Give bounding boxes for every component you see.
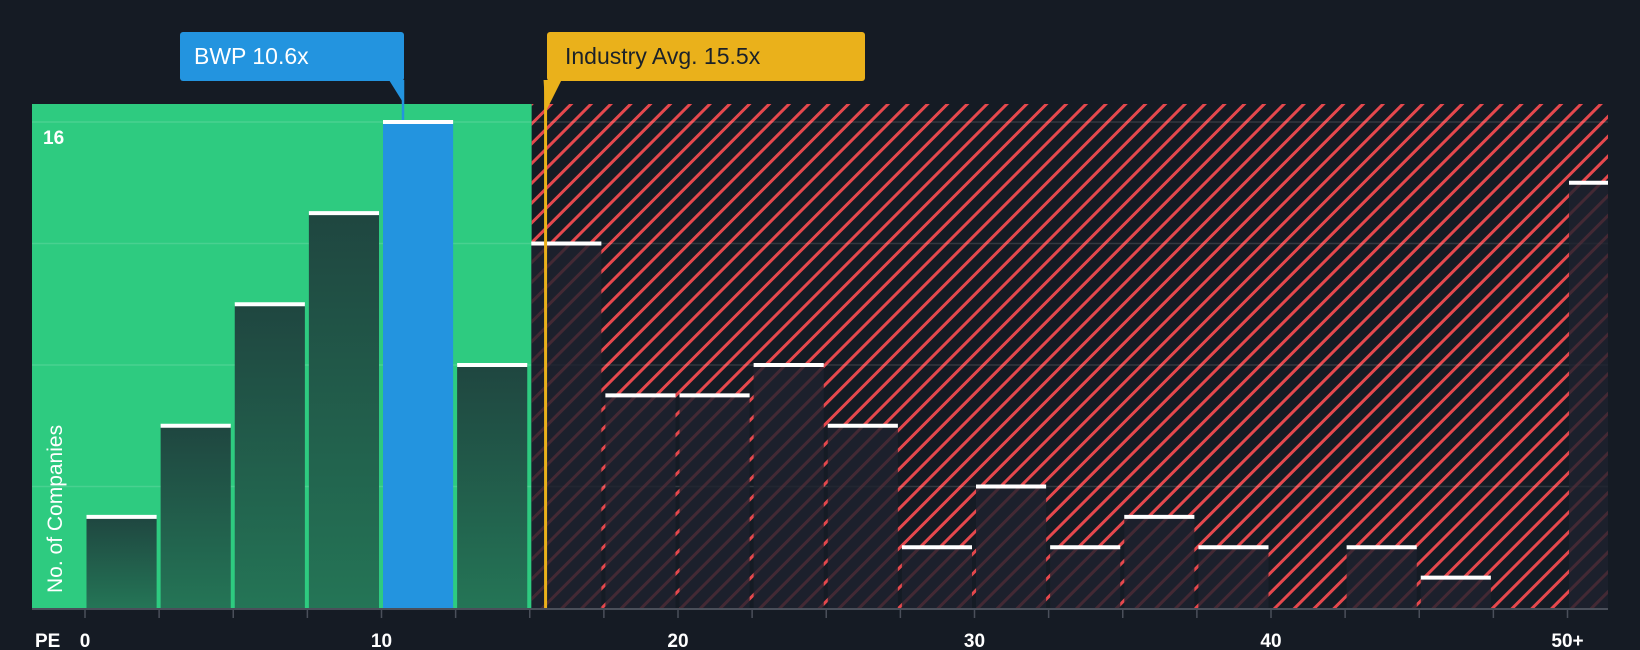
- histogram-bar: [1050, 545, 1121, 608]
- y-tick-label: 16: [43, 128, 64, 149]
- histogram-bar: [1420, 575, 1491, 608]
- histogram-bar: [383, 120, 454, 608]
- x-tick-label: 10: [371, 631, 392, 650]
- x-tick-label: 30: [964, 631, 985, 650]
- x-tick-label: 0: [80, 631, 91, 650]
- histogram-bar: [1198, 545, 1269, 608]
- histogram-bar: [679, 393, 750, 608]
- histogram-bar: [1124, 514, 1195, 608]
- histogram-bar: [1346, 545, 1417, 608]
- histogram-bars: [86, 120, 1608, 608]
- histogram-bar: [827, 423, 898, 608]
- x-axis-label: PE: [35, 631, 60, 650]
- histogram-bar: [234, 302, 305, 608]
- histogram-bar: [753, 363, 824, 608]
- y-axis-label: No. of Companies: [44, 425, 67, 593]
- histogram-bar: [976, 484, 1047, 608]
- histogram-bar: [531, 241, 602, 608]
- x-tick-label: 40: [1260, 631, 1281, 650]
- histogram-bar: [901, 545, 972, 608]
- markers: [389, 80, 562, 608]
- industry-avg-label: Industry Avg. 15.5x: [547, 32, 865, 81]
- histogram-bar: [457, 363, 528, 608]
- histogram-bar: [1569, 180, 1608, 608]
- x-tick-label: 20: [667, 631, 688, 650]
- histogram-bar: [605, 393, 676, 608]
- histogram-bar: [308, 211, 379, 608]
- x-axis: PE 0 10 20 30 40 50+: [32, 608, 1608, 650]
- histogram-bar: [86, 514, 157, 608]
- company-pe-label: BWP 10.6x: [180, 32, 404, 81]
- x-tick-label: 50+: [1551, 631, 1583, 650]
- histogram-bar: [160, 423, 231, 608]
